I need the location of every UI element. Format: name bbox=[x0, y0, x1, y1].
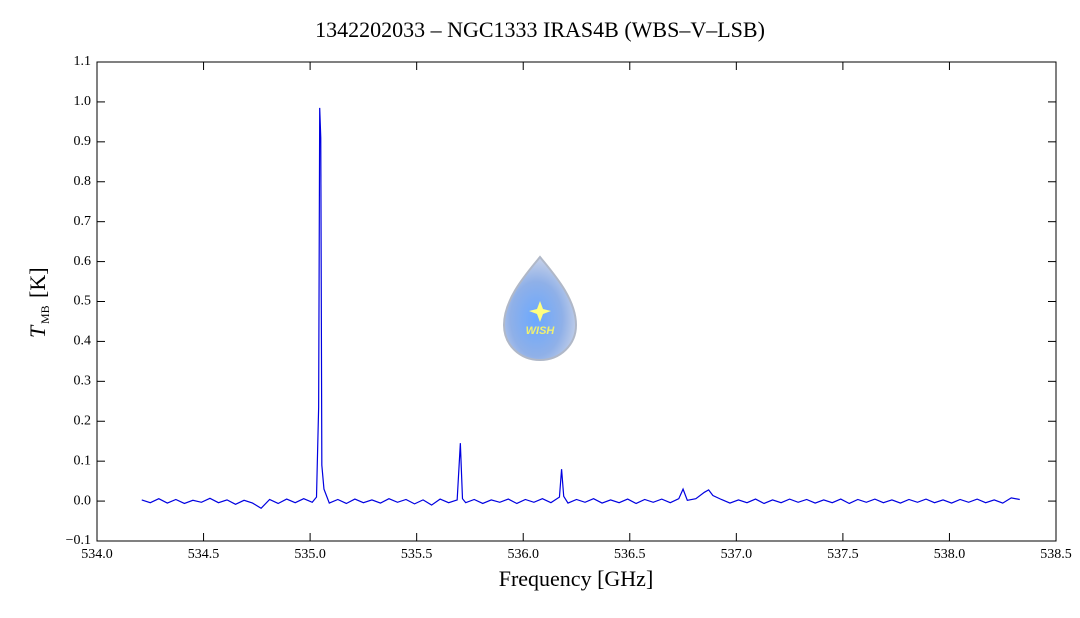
y-tick-label: 1.0 bbox=[74, 94, 92, 109]
y-tick-label: 0.7 bbox=[74, 214, 92, 229]
x-tick-label: 535.5 bbox=[401, 547, 433, 562]
y-label-symbol: T bbox=[25, 324, 50, 338]
y-tick-label: 0.4 bbox=[74, 334, 92, 349]
x-tick-label: 537.5 bbox=[827, 547, 859, 562]
y-tick-label: 0.9 bbox=[74, 134, 92, 149]
x-axis-label: Frequency [GHz] bbox=[499, 566, 654, 591]
logo-star bbox=[529, 301, 551, 322]
chart-title: 1342202033 – NGC1333 IRAS4B (WBS–V–LSB) bbox=[315, 17, 765, 42]
y-tick-label: 0.2 bbox=[74, 413, 92, 428]
x-tick-label: 534.0 bbox=[81, 547, 113, 562]
x-tick-label: 537.0 bbox=[721, 547, 753, 562]
logo-text: WISH bbox=[526, 325, 556, 337]
y-tick-label: 0.8 bbox=[74, 174, 92, 189]
y-label-subscript: MB bbox=[38, 305, 52, 324]
y-label-unit: [K] bbox=[25, 267, 50, 298]
y-tick-label: 1.1 bbox=[74, 54, 92, 69]
x-tick-label: 536.5 bbox=[614, 547, 646, 562]
x-tick-label: 536.0 bbox=[507, 547, 539, 562]
plot-frame bbox=[96, 61, 1057, 542]
logo: WISH bbox=[502, 255, 578, 362]
x-tick-label: 534.5 bbox=[188, 547, 220, 562]
y-tick-label: −0.1 bbox=[66, 533, 91, 548]
y-tick-label: 0.1 bbox=[74, 453, 92, 468]
spectrum-line bbox=[141, 107, 1020, 510]
y-tick-label: 0.0 bbox=[74, 493, 92, 508]
y-tick-label: 0.3 bbox=[74, 374, 92, 389]
x-tick-label: 538.0 bbox=[934, 547, 966, 562]
y-tick-label: 0.6 bbox=[74, 254, 92, 269]
x-tick-label: 538.5 bbox=[1040, 547, 1072, 562]
y-tick-label: 0.5 bbox=[74, 294, 92, 309]
x-tick-label: 535.0 bbox=[294, 547, 326, 562]
y-axis-label: T MB [K] bbox=[25, 267, 52, 338]
